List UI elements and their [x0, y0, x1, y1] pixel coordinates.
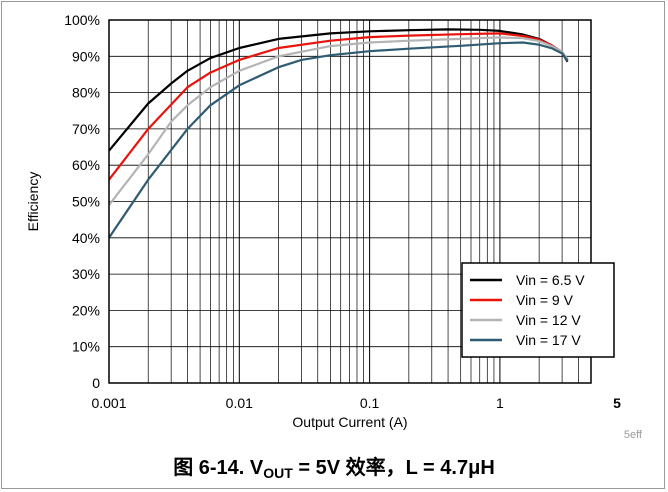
- y-tick-label: 10%: [72, 339, 100, 355]
- x-tick-label: 5: [613, 395, 621, 411]
- y-tick-label: 80%: [72, 85, 100, 101]
- efficiency-chart: 0 10% 20% 30% 40% 50% 60% 70% 80% 90% 100% 0.001 0.0…: [25, 12, 621, 430]
- caption-prefix: 图 6-14. V: [173, 457, 264, 479]
- series-line-4: [108, 41, 569, 239]
- y-axis-label: Efficiency: [25, 172, 41, 232]
- y-tick-label: 50%: [72, 194, 100, 210]
- caption-subscript: OUT: [263, 465, 293, 481]
- y-tick-label: 20%: [72, 302, 100, 318]
- watermark-text: 5eff: [623, 429, 642, 441]
- x-tick-label: 1: [496, 395, 504, 411]
- tick-labels: 0 10% 20% 30% 40% 50% 60% 70% 80% 90% 100% 0.001 0.0…: [64, 12, 621, 411]
- y-tick-label: 40%: [72, 230, 100, 246]
- series-lines: [108, 28, 569, 239]
- figure-caption: 图 6-14. VOUT = 5V 效率，L = 4.7μH: [2, 451, 666, 481]
- x-tick-label: 0.1: [360, 395, 380, 411]
- legend-label: Vin = 6.5 V: [516, 272, 585, 288]
- legend: Vin = 6.5 V Vin = 9 V Vin = 12 V Vin = 17 V: [461, 262, 615, 358]
- x-tick-label: 0.001: [91, 395, 126, 411]
- legend-label: Vin = 17 V: [516, 332, 581, 348]
- y-tick-label: 60%: [72, 157, 100, 173]
- x-axis-label: Output Current (A): [292, 414, 407, 430]
- y-tick-label: 70%: [72, 121, 100, 137]
- legend-box: [461, 262, 615, 358]
- series-line-3: [108, 36, 569, 206]
- y-tick-label: 0: [92, 375, 100, 391]
- caption-suffix: = 5V 效率，L = 4.7μH: [292, 457, 495, 479]
- y-tick-label: 100%: [64, 12, 100, 28]
- legend-label: Vin = 9 V: [516, 292, 574, 308]
- y-tick-label: 90%: [72, 48, 100, 64]
- legend-label: Vin = 12 V: [516, 312, 581, 328]
- plot-area-border: [108, 19, 592, 384]
- x-tick-label: 0.01: [226, 395, 253, 411]
- y-tick-label: 30%: [72, 266, 100, 282]
- series-line-1: [108, 28, 569, 152]
